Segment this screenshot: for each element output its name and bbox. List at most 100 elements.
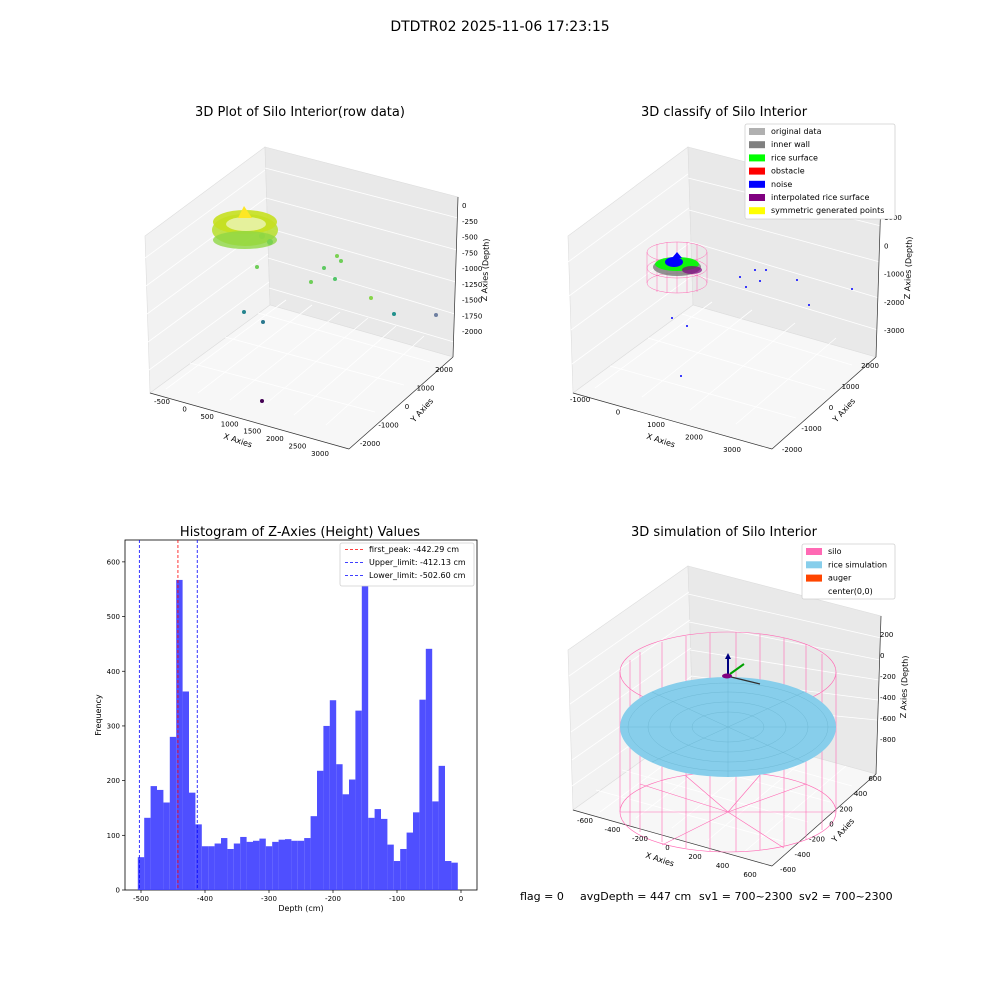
sim-x-tick-label: -400 [605, 826, 621, 834]
histogram-bar [221, 838, 228, 890]
raw-z-axis-label: Z Axies (Depth) [480, 238, 491, 301]
simulation-x-axis-label: X Axies [644, 851, 675, 869]
sim-z-tick-label: -400 [880, 694, 896, 702]
raw-y-axis-label: Y Axies [408, 397, 435, 425]
raw-y-ticks: -2000 -1000 0 1000 2000 [360, 366, 453, 448]
sim-z-tick-label: -600 [880, 715, 896, 723]
classify-y-tick-label: 0 [829, 404, 833, 412]
histogram-y-tick-label: 500 [107, 613, 120, 621]
simulation-legend: silo rice simulation auger center(0,0) [801, 543, 896, 600]
classify-x-tick-label: 3000 [723, 446, 741, 454]
classify-z-tick-label: -3000 [884, 327, 904, 335]
histogram-bar [329, 700, 337, 890]
status-footer: flag = 0 avgDepth = 447 cm sv1 = 700~230… [520, 890, 893, 903]
sim-y-tick-label: 0 [829, 821, 833, 829]
sim-x-tick-label: 200 [688, 853, 701, 861]
classify-x-ticks: -1000 0 1000 2000 3000 [570, 396, 741, 454]
classify-legend-swatch [749, 180, 765, 188]
histogram-title: Histogram of Z-Axies (Height) Values [180, 525, 420, 540]
footer-sv1: sv1 = 700~2300 [699, 890, 793, 903]
histogram-bar [240, 836, 247, 890]
classify-3d-title: 3D classify of Silo Interior [641, 105, 808, 120]
histogram-bar [297, 840, 305, 890]
sim-z-tick-label: 0 [880, 652, 884, 660]
classify-y-tick-label: 2000 [861, 362, 879, 370]
classify-y-tick-label: -2000 [782, 446, 802, 454]
raw-x-tick-label: -500 [154, 398, 170, 406]
classify-y-ticks: -2000 -1000 0 1000 2000 [782, 362, 879, 454]
sim-legend-label: silo [828, 547, 842, 556]
classify-z-tick-label: 0 [884, 242, 888, 250]
histogram-legend-label: first_peak: -442.29 cm [369, 545, 459, 554]
histogram-bar [265, 846, 273, 890]
histogram-x-axis-label: Depth (cm) [278, 904, 323, 913]
simulation-z-axis-label: Z Axies (Depth) [899, 655, 910, 718]
sim-legend-label: auger [828, 574, 852, 583]
histogram-bar [419, 699, 426, 890]
simulation-3d-panel: 3D simulation of Silo Interior [567, 525, 910, 879]
classify-legend-swatch [749, 207, 765, 215]
raw-x-tick-label: 2000 [266, 435, 284, 443]
sim-y-tick-label: 200 [839, 805, 852, 813]
raw-z-tick-label: 0 [462, 202, 466, 210]
histogram-bar [361, 556, 369, 890]
classify-legend-label: rice surface [771, 153, 818, 162]
histogram-bar [246, 841, 253, 890]
raw-z-tick-label: -250 [462, 218, 478, 226]
histogram-bars [137, 556, 458, 890]
raw-z-tick-label: -1000 [462, 265, 482, 273]
histogram-panel: Histogram of Z-Axies (Height) Values -50… [94, 525, 478, 913]
classify-legend-swatch [749, 167, 765, 175]
sim-x-tick-label: 400 [716, 862, 729, 870]
histogram-bar [253, 840, 260, 890]
sim-z-tick-label: -200 [880, 673, 896, 681]
classify-3d-axes-box [567, 146, 882, 450]
raw-3d-points [212, 206, 438, 403]
histogram-x-tick-label: -100 [389, 895, 405, 903]
classify-x-tick-label: 2000 [685, 434, 703, 442]
simulation-3d-title: 3D simulation of Silo Interior [631, 525, 818, 540]
raw-x-tick-label: 1500 [243, 428, 261, 436]
raw-y-tick-label: -2000 [360, 440, 380, 448]
histogram-bar [195, 824, 202, 890]
sim-y-tick-label: 400 [854, 790, 867, 798]
histogram-x-tick-label: -300 [261, 895, 277, 903]
histogram-bar [163, 802, 170, 890]
histogram-y-tick-label: 200 [107, 777, 120, 785]
raw-3d-panel: 3D Plot of Silo Interior(row data) [144, 105, 491, 458]
histogram-x-tick-label: -200 [325, 895, 341, 903]
classify-y-axis-label: Y Axies [830, 397, 857, 425]
histogram-bar [208, 846, 215, 890]
histogram-bar [259, 838, 266, 890]
histogram-bar [381, 818, 388, 890]
histogram-bar [285, 839, 292, 890]
histogram-bar [342, 794, 349, 890]
sim-legend-label: rice simulation [828, 560, 887, 569]
histogram-x-tick-label: -500 [133, 895, 149, 903]
classify-legend-label: interpolated rice surface [771, 193, 869, 202]
classify-x-tick-label: 1000 [647, 421, 665, 429]
classify-3d-points [646, 241, 853, 377]
histogram-bar [137, 857, 145, 890]
histogram-y-tick-label: 400 [107, 668, 120, 676]
classify-x-tick-label: -1000 [570, 396, 590, 404]
histogram-bar [393, 861, 401, 890]
histogram-bar [323, 725, 330, 890]
classify-legend-label: obstacle [771, 167, 805, 176]
raw-z-tick-label: -2000 [462, 328, 482, 336]
classify-legend-label: inner wall [771, 140, 810, 149]
histogram-bar [169, 736, 177, 890]
raw-z-tick-label: -1500 [462, 297, 482, 305]
histogram-y-tick-label: 600 [107, 558, 120, 566]
histogram-bar [374, 809, 381, 890]
histogram-bar [438, 765, 445, 890]
histogram-bar [176, 579, 183, 890]
raw-x-tick-label: 0 [182, 405, 186, 413]
sim-y-tick-label: -200 [809, 836, 825, 844]
histogram-bar [144, 817, 151, 890]
histogram-bar [227, 848, 234, 890]
raw-z-tick-label: -500 [462, 234, 478, 242]
